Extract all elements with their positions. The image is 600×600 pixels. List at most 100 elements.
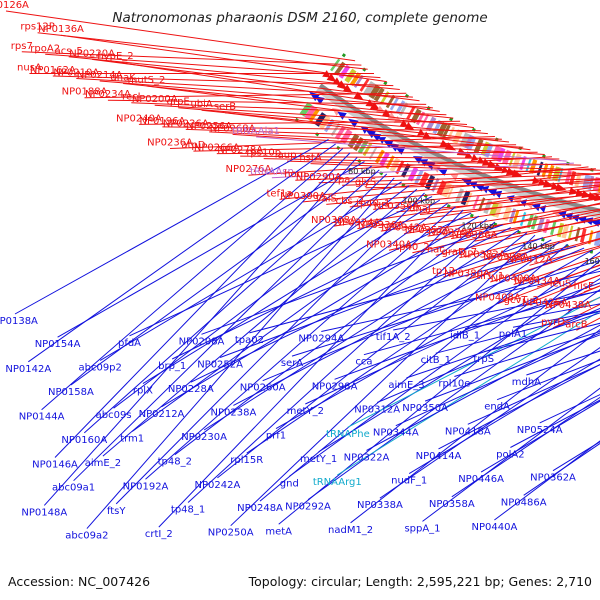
reverse-leader-line [217, 232, 528, 479]
forward-gene-arrow [417, 128, 425, 136]
reverse-leader-line [233, 239, 552, 406]
reverse-gene-label: NP0212A [139, 409, 185, 420]
reverse-gene-label: NP0192A [123, 481, 169, 492]
forward-leader-line [76, 78, 413, 98]
reverse-gene-arrow [365, 129, 376, 139]
reverse-gene-label: NP0312A [354, 405, 400, 416]
forward-gene-label: NP0400A [491, 274, 537, 285]
forward-gene-label: NP0380A [444, 269, 490, 280]
cog-block [385, 94, 396, 109]
reverse-leader-line [28, 143, 336, 363]
forward-gene-label: gcvT_2 [504, 295, 539, 306]
forward-gene-label: NP0200A [132, 94, 178, 105]
reverse-gene-arrow [493, 190, 503, 199]
cog-block [519, 211, 527, 227]
reverse-leader-line [483, 322, 600, 353]
reverse-leader-line [393, 290, 600, 331]
reverse-leader-line [494, 440, 600, 521]
cog-block [431, 177, 440, 192]
reverse-leader-line [363, 289, 600, 356]
forward-leader-line [287, 160, 600, 171]
forward-leader-line [256, 136, 567, 162]
forward-gene-label: NP0386A [452, 230, 498, 241]
reverse-leader-line [203, 229, 520, 431]
cog-block [379, 91, 390, 105]
reverse-gene-label: ftsY [107, 506, 126, 517]
forward-gene-label: NP0426A [522, 298, 568, 309]
cog-block [508, 208, 517, 223]
forward-leader-line [373, 189, 600, 210]
forward-gene-label: rps10p [246, 148, 281, 159]
reverse-leader-line [451, 396, 600, 498]
reverse-leader-line [526, 350, 600, 376]
forward-gene-label: NP0136A [38, 24, 84, 35]
reverse-leader-line [131, 202, 448, 432]
forward-leader-line [45, 53, 381, 79]
forward-leader-line [505, 237, 600, 264]
forward-leader-line [138, 120, 461, 125]
reverse-gene-label: endA [484, 402, 510, 413]
forward-gene-label: NP0412A [507, 254, 553, 265]
forward-leader-line [326, 178, 600, 205]
forward-gene-label: NP0256A [186, 121, 232, 132]
forward-leader-line [342, 178, 600, 186]
forward-gene-label: atpD [181, 140, 205, 151]
reverse-leader-line [73, 173, 388, 482]
forward-leader-line [5, 10, 356, 62]
cog-block [597, 178, 600, 193]
forward-leader-line [216, 151, 538, 155]
reverse-gene-arrow [596, 220, 600, 229]
forward-gene-arrow [381, 109, 392, 117]
reverse-gene-label: abc09p2 [78, 362, 121, 373]
forward-leader-line [263, 158, 582, 166]
reverse-leader-line [377, 307, 600, 403]
forward-leader-line [497, 264, 600, 305]
forward-leader-line [310, 163, 600, 175]
forward-gene-label: pyrD [541, 317, 565, 328]
cog-block [472, 195, 480, 210]
reverse-leader-line [115, 192, 425, 505]
forward-leader-line [474, 218, 600, 242]
forward-gene-label: NP0214A [77, 70, 123, 81]
forward-gene-label: NP0162A [30, 65, 76, 76]
cog-block [436, 180, 447, 196]
reverse-leader-line [43, 156, 358, 506]
reverse-gene-label: aimE_3 [388, 380, 424, 391]
forward-gene-arrow [326, 73, 337, 82]
forward-gene-label: dnaJ [409, 204, 431, 215]
forward-gene-label: NP0220A [69, 48, 115, 59]
reverse-gene-label: NP0294A [298, 334, 344, 345]
reverse-leader-line [539, 394, 600, 424]
reverse-leader-line [275, 249, 593, 430]
cog-block [373, 87, 385, 102]
reverse-leader-line [129, 196, 433, 337]
reverse-gene-label: NP0358A [429, 499, 475, 510]
forward-gene-label: NP0340A [366, 239, 412, 250]
forward-leader-line [318, 173, 600, 184]
cog-block [519, 155, 527, 171]
cog-block [592, 176, 600, 192]
reverse-leader-line [41, 148, 344, 411]
reverse-gene-label: abc09s [96, 410, 132, 421]
forward-gene-label: tp40_2 [395, 242, 429, 253]
reverse-gene-arrow [531, 203, 541, 212]
reverse-gene-labels: NP0138A NP0142A NP0144A NP0146A NP0148A NP015… [0, 316, 576, 542]
reverse-leader-line [289, 251, 600, 477]
reverse-gene-label: metY_1 [300, 454, 337, 465]
forward-leader-line [52, 75, 394, 87]
reverse-gene-label: metY_2 [287, 406, 324, 417]
forward-leader-line [154, 104, 468, 125]
forward-leader-line [248, 156, 553, 176]
forward-gene-arrow [336, 80, 348, 90]
reverse-gene-label: rpl15R [230, 455, 263, 466]
cog-block [467, 136, 477, 151]
forward-gene-label: NP0188A [62, 87, 108, 98]
forward-leader-line [357, 192, 600, 230]
forward-leader-line [201, 109, 510, 143]
reverse-gene-label: NP0414A [416, 451, 462, 462]
reverse-leader-line [438, 364, 600, 450]
reverse-gene-label: NP0338A [357, 500, 403, 511]
reverse-gene-label: NP0418A [445, 426, 491, 437]
forward-gene-label: tef1a [266, 188, 292, 199]
scale-tick-label: 120 kbp [461, 222, 494, 231]
